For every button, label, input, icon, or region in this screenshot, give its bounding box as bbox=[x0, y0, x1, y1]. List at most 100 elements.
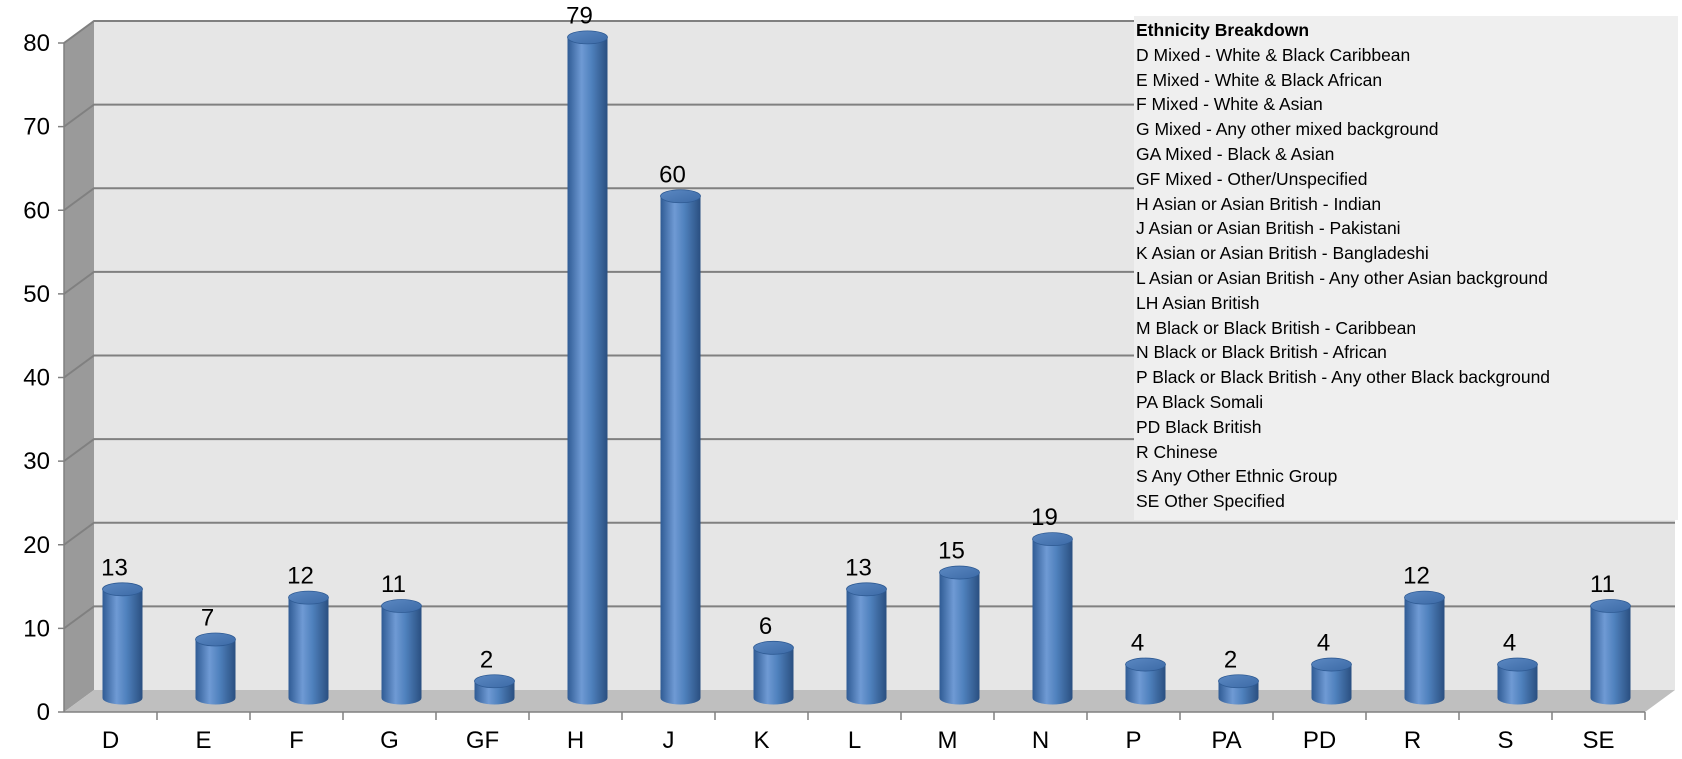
bar bbox=[1497, 657, 1538, 705]
y-tick-label: 40 bbox=[23, 365, 50, 392]
bar-top bbox=[753, 640, 794, 655]
legend-item: E Mixed - White & Black African bbox=[1136, 69, 1383, 90]
legend-item: GA Mixed - Black & Asian bbox=[1136, 143, 1335, 164]
y-tick-label: 80 bbox=[23, 30, 50, 57]
bar-top bbox=[1311, 657, 1352, 672]
bar-top bbox=[939, 565, 980, 580]
data-label: 4 bbox=[1317, 630, 1330, 657]
legend-item: P Black or Black British - Any other Bla… bbox=[1136, 367, 1551, 388]
y-tick-label: 10 bbox=[23, 615, 50, 642]
bar-top bbox=[660, 189, 701, 204]
bar bbox=[846, 582, 887, 705]
legend-item: S Any Other Ethnic Group bbox=[1136, 466, 1338, 487]
x-tick-label: H bbox=[567, 727, 584, 754]
legend-item: PD Black British bbox=[1136, 416, 1262, 437]
data-label: 4 bbox=[1503, 630, 1516, 657]
data-label: 19 bbox=[1031, 504, 1058, 531]
bar bbox=[474, 674, 515, 705]
bar bbox=[1032, 532, 1073, 705]
data-label: 12 bbox=[1403, 563, 1430, 590]
bar bbox=[1218, 674, 1259, 705]
legend-item: G Mixed - Any other mixed background bbox=[1136, 119, 1439, 140]
bar-body bbox=[381, 606, 422, 705]
x-tick-label: S bbox=[1497, 727, 1513, 754]
data-label: 13 bbox=[845, 554, 872, 581]
bar-body bbox=[846, 589, 887, 705]
y-tick-label: 60 bbox=[23, 197, 50, 224]
data-label: 7 bbox=[201, 604, 214, 631]
data-label: 6 bbox=[759, 613, 772, 640]
legend-item: F Mixed - White & Asian bbox=[1136, 94, 1323, 115]
data-label: 4 bbox=[1131, 630, 1144, 657]
x-tick-label: J bbox=[663, 727, 675, 754]
y-tick-label: 0 bbox=[37, 699, 50, 726]
x-tick-label: PA bbox=[1211, 727, 1241, 754]
bar bbox=[939, 565, 980, 705]
data-label: 11 bbox=[1590, 571, 1615, 598]
x-tick-label: M bbox=[938, 727, 958, 754]
bar-top bbox=[567, 30, 608, 45]
x-tick-label: R bbox=[1404, 727, 1421, 754]
bar bbox=[567, 30, 608, 705]
legend-item: J Asian or Asian British - Pakistani bbox=[1136, 218, 1401, 239]
bar-top bbox=[381, 599, 422, 613]
legend-item: GF Mixed - Other/Unspecified bbox=[1136, 168, 1368, 189]
legend-item: LH Asian British bbox=[1136, 292, 1260, 313]
bar-top bbox=[474, 674, 515, 689]
bar-body bbox=[102, 589, 143, 705]
bar-body bbox=[1404, 597, 1445, 705]
legend-item: H Asian or Asian British - Indian bbox=[1136, 193, 1382, 214]
x-tick-label: P bbox=[1125, 727, 1141, 754]
bar-top bbox=[195, 632, 236, 647]
gridline bbox=[63, 605, 1675, 630]
y-tick-label: 50 bbox=[23, 281, 50, 308]
bar-body bbox=[288, 597, 329, 705]
labels: 0 10 20 30 40 50 60 70 80 13 D 7 E 12 F 11 G 2 GF 79 H 60 J 6 K 1… bbox=[23, 2, 1615, 754]
bar-body bbox=[1497, 664, 1538, 705]
x-tick-label: PD bbox=[1303, 727, 1336, 754]
legend-item: N Black or Black British - African bbox=[1136, 342, 1387, 363]
bars bbox=[102, 30, 1631, 705]
legend-items: D Mixed - White & Black Caribbean E Mixed… bbox=[1136, 43, 1678, 514]
x-tick-label: K bbox=[753, 727, 769, 754]
legend-item: SE Other Specified bbox=[1136, 491, 1285, 512]
x-tick-label: L bbox=[848, 727, 861, 754]
bar-top bbox=[846, 582, 887, 597]
x-tick-label: N bbox=[1032, 727, 1049, 754]
bar-top bbox=[102, 582, 143, 597]
bar-body bbox=[195, 639, 236, 705]
bar-body bbox=[939, 572, 980, 705]
bar bbox=[1404, 590, 1445, 705]
bar-body bbox=[567, 37, 608, 705]
bar-top bbox=[1218, 674, 1259, 689]
legend-item: M Black or Black British - Caribbean bbox=[1136, 317, 1417, 338]
bar-top bbox=[1032, 532, 1073, 547]
legend: Ethnicity Breakdown D Mixed - White & Bl… bbox=[1134, 16, 1678, 520]
bar-body bbox=[1590, 606, 1631, 705]
bar-top bbox=[1590, 599, 1631, 613]
bar-body bbox=[1125, 664, 1166, 705]
data-label: 13 bbox=[101, 554, 128, 581]
x-tick-label: G bbox=[380, 727, 399, 754]
bar bbox=[288, 590, 329, 705]
bar-top bbox=[1497, 657, 1538, 672]
data-label: 12 bbox=[287, 563, 314, 590]
bar-top bbox=[1125, 657, 1166, 672]
legend-item: L Asian or Asian British - Any other Asi… bbox=[1136, 267, 1548, 288]
bar bbox=[660, 189, 701, 705]
x-tick-label: F bbox=[289, 727, 304, 754]
legend-item: K Asian or Asian British - Bangladeshi bbox=[1136, 243, 1429, 264]
data-label: 2 bbox=[1224, 646, 1237, 673]
bar-body bbox=[1032, 539, 1073, 705]
bar bbox=[1125, 657, 1166, 705]
x-tick-label: E bbox=[195, 727, 211, 754]
gridline bbox=[63, 521, 1675, 546]
data-label: 2 bbox=[480, 646, 493, 673]
bar-top bbox=[288, 590, 329, 605]
bar bbox=[1311, 657, 1352, 705]
x-tick-label: SE bbox=[1582, 727, 1614, 754]
bar bbox=[381, 599, 422, 705]
y-tick-label: 30 bbox=[23, 448, 50, 475]
legend-title: Ethnicity Breakdown bbox=[1136, 20, 1310, 40]
y-tick-label: 20 bbox=[23, 532, 50, 559]
